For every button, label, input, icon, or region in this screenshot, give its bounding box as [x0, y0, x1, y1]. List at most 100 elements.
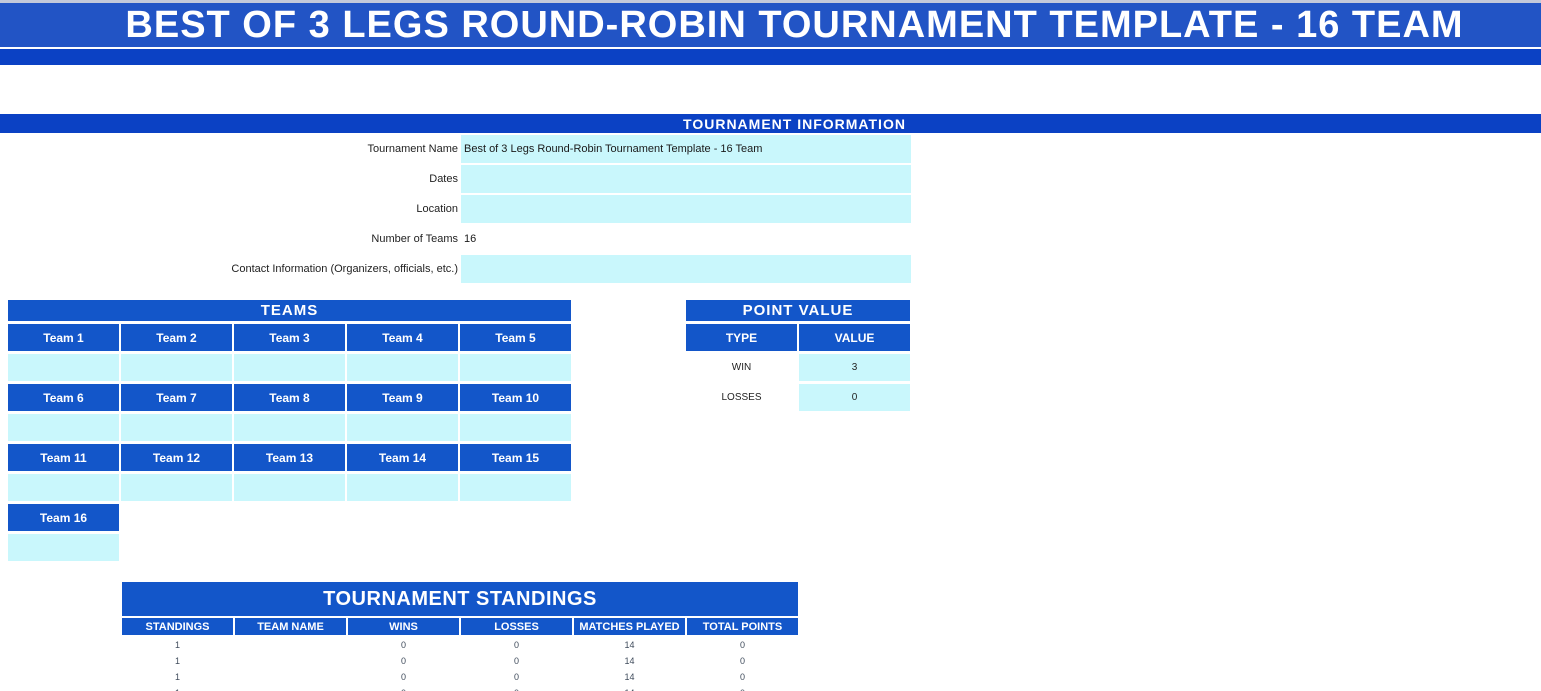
team-9-cell: Team 9 [347, 384, 458, 411]
team-12-cell: Team 12 [121, 444, 232, 471]
team-13-entry-cell[interactable] [234, 474, 345, 501]
standings-losses: 0 [461, 685, 572, 691]
team-6-entry-cell[interactable] [8, 414, 119, 441]
standings-row-4-partial: 1 0 0 14 0 [122, 685, 798, 691]
team-1-entry-cell[interactable] [8, 354, 119, 381]
team-12-entry-cell[interactable] [121, 474, 232, 501]
team-10-cell: Team 10 [460, 384, 571, 411]
team-3-entry-cell[interactable] [234, 354, 345, 381]
teams-entry-row-2 [8, 414, 571, 441]
standings-matches-played: 14 [574, 637, 685, 653]
tournament-info-header: TOURNAMENT INFORMATION [0, 114, 1541, 133]
team-14-cell: Team 14 [347, 444, 458, 471]
point-value-column-headers: TYPE VALUE [686, 324, 910, 351]
point-value-type-column-header: TYPE [686, 324, 797, 351]
team-2-entry-cell[interactable] [121, 354, 232, 381]
point-value-table-header: POINT VALUE [686, 300, 910, 321]
teams-entry-row-1 [8, 354, 571, 381]
standings-col-wins: WINS [348, 618, 459, 635]
win-value-cell[interactable]: 3 [799, 354, 910, 381]
standings-rank: 1 [122, 637, 233, 653]
teams-name-row-2: Team 6 Team 7 Team 8 Team 9 Team 10 [8, 384, 571, 411]
win-type-cell: WIN [686, 354, 797, 381]
team-8-cell: Team 8 [234, 384, 345, 411]
team-2-cell: Team 2 [121, 324, 232, 351]
standings-row-2: 1 0 0 14 0 [122, 653, 798, 669]
number-of-teams-value: 16 [464, 233, 477, 245]
team-4-entry-cell[interactable] [347, 354, 458, 381]
team-5-entry-cell[interactable] [460, 354, 571, 381]
standings-wins: 0 [348, 637, 459, 653]
tournament-name-field[interactable]: Best of 3 Legs Round-Robin Tournament Te… [461, 135, 911, 163]
standings-table-header: TOURNAMENT STANDINGS [122, 582, 798, 616]
team-15-cell: Team 15 [460, 444, 571, 471]
teams-name-row-4: Team 16 [8, 504, 119, 531]
standings-col-matches-played: MATCHES PLAYED [574, 618, 685, 635]
team-6-cell: Team 6 [8, 384, 119, 411]
standings-wins: 0 [348, 653, 459, 669]
window-top-edge [0, 0, 1541, 3]
standings-col-losses: LOSSES [461, 618, 572, 635]
tournament-name-label: Tournament Name [367, 143, 459, 155]
standings-row-3: 1 0 0 14 0 [122, 669, 798, 685]
location-field[interactable] [461, 195, 911, 223]
standings-rank: 1 [122, 653, 233, 669]
team-11-cell: Team 11 [8, 444, 119, 471]
standings-row-1: 1 0 0 14 0 [122, 637, 798, 653]
standings-losses: 0 [461, 669, 572, 685]
teams-entry-row-4 [8, 534, 119, 561]
standings-losses: 0 [461, 653, 572, 669]
standings-wins: 0 [348, 669, 459, 685]
contact-info-label: Contact Information (Organizers, officia… [231, 263, 458, 275]
standings-team-name [235, 637, 346, 653]
teams-entry-row-3 [8, 474, 571, 501]
teams-name-row-3: Team 11 Team 12 Team 13 Team 14 Team 15 [8, 444, 571, 471]
standings-matches-played: 14 [574, 669, 685, 685]
point-value-losses-row: LOSSES 0 [686, 384, 910, 411]
standings-col-standings: STANDINGS [122, 618, 233, 635]
team-13-cell: Team 13 [234, 444, 345, 471]
team-5-cell: Team 5 [460, 324, 571, 351]
dates-field[interactable] [461, 165, 911, 193]
standings-matches-played: 14 [574, 685, 685, 691]
team-7-entry-cell[interactable] [121, 414, 232, 441]
team-4-cell: Team 4 [347, 324, 458, 351]
number-of-teams-label: Number of Teams [371, 233, 458, 245]
team-16-cell: Team 16 [8, 504, 119, 531]
point-value-value-column-header: VALUE [799, 324, 910, 351]
standings-total-points: 0 [687, 653, 798, 669]
team-10-entry-cell[interactable] [460, 414, 571, 441]
contact-info-field[interactable] [461, 255, 911, 283]
standings-rank: 1 [122, 685, 233, 691]
standings-total-points: 0 [687, 669, 798, 685]
location-label: Location [416, 203, 458, 215]
losses-value-cell[interactable]: 0 [799, 384, 910, 411]
team-11-entry-cell[interactable] [8, 474, 119, 501]
tournament-info-header-label: TOURNAMENT INFORMATION [683, 115, 906, 132]
standings-matches-played: 14 [574, 653, 685, 669]
title-banner: BEST OF 3 LEGS ROUND-ROBIN TOURNAMENT TE… [0, 3, 1541, 47]
team-8-entry-cell[interactable] [234, 414, 345, 441]
standings-column-headers: STANDINGS TEAM NAME WINS LOSSES MATCHES … [122, 618, 798, 635]
standings-losses: 0 [461, 637, 572, 653]
team-1-cell: Team 1 [8, 324, 119, 351]
team-9-entry-cell[interactable] [347, 414, 458, 441]
standings-team-name [235, 685, 346, 691]
team-3-cell: Team 3 [234, 324, 345, 351]
accent-strip [0, 49, 1541, 65]
standings-rank: 1 [122, 669, 233, 685]
standings-wins: 0 [348, 685, 459, 691]
standings-total-points: 0 [687, 685, 798, 691]
standings-team-name [235, 669, 346, 685]
team-14-entry-cell[interactable] [347, 474, 458, 501]
team-7-cell: Team 7 [121, 384, 232, 411]
standings-team-name [235, 653, 346, 669]
team-16-entry-cell[interactable] [8, 534, 119, 561]
losses-type-cell: LOSSES [686, 384, 797, 411]
team-15-entry-cell[interactable] [460, 474, 571, 501]
standings-total-points: 0 [687, 637, 798, 653]
teams-table-header: TEAMS [8, 300, 571, 321]
dates-label: Dates [429, 173, 458, 185]
standings-col-team-name: TEAM NAME [235, 618, 346, 635]
